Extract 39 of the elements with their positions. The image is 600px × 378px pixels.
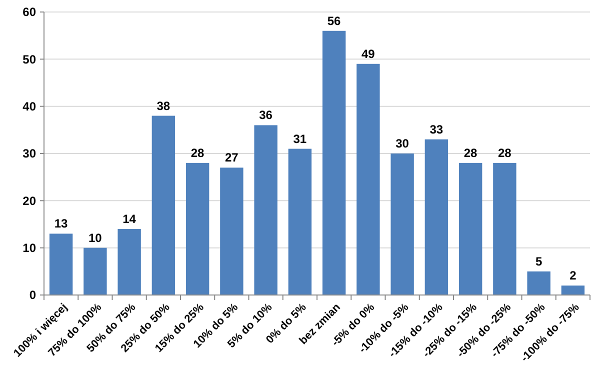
bar: [322, 30, 346, 295]
bar: [152, 116, 176, 295]
data-label: 27: [225, 150, 239, 165]
y-tick-label: 10: [22, 241, 36, 256]
data-label: 5: [535, 254, 542, 268]
data-label: 38: [156, 98, 170, 113]
data-label: 28: [464, 146, 478, 160]
data-label: 13: [54, 216, 68, 231]
data-label: 2: [570, 268, 577, 283]
data-label: 36: [259, 108, 273, 122]
bar: [458, 162, 482, 295]
y-tick-label: 0: [29, 288, 36, 302]
bar: [118, 228, 141, 295]
bar: [424, 139, 448, 295]
data-label: 49: [362, 46, 376, 61]
bar: [288, 148, 312, 295]
bar: [390, 154, 414, 295]
y-tick-label: 50: [22, 52, 36, 66]
bar: [220, 168, 244, 295]
data-label: 30: [396, 136, 410, 150]
bar: [186, 162, 210, 295]
data-label: 33: [430, 122, 444, 136]
bar: [84, 248, 107, 295]
bar: [493, 162, 516, 295]
data-label: 28: [190, 146, 205, 160]
bar: [356, 64, 380, 295]
data-label: 10: [88, 230, 102, 245]
data-label: 31: [293, 132, 307, 146]
data-label: 14: [122, 212, 136, 226]
data-label: 56: [327, 14, 342, 28]
y-tick-label: 30: [22, 146, 36, 161]
y-tick-label: 60: [22, 5, 36, 20]
bar: [561, 286, 585, 295]
y-tick-label: 20: [22, 194, 36, 208]
data-label: 28: [498, 146, 512, 160]
y-tick-label: 40: [22, 100, 36, 114]
bar: [527, 271, 550, 295]
bar: [254, 125, 278, 295]
bar: [49, 234, 73, 295]
